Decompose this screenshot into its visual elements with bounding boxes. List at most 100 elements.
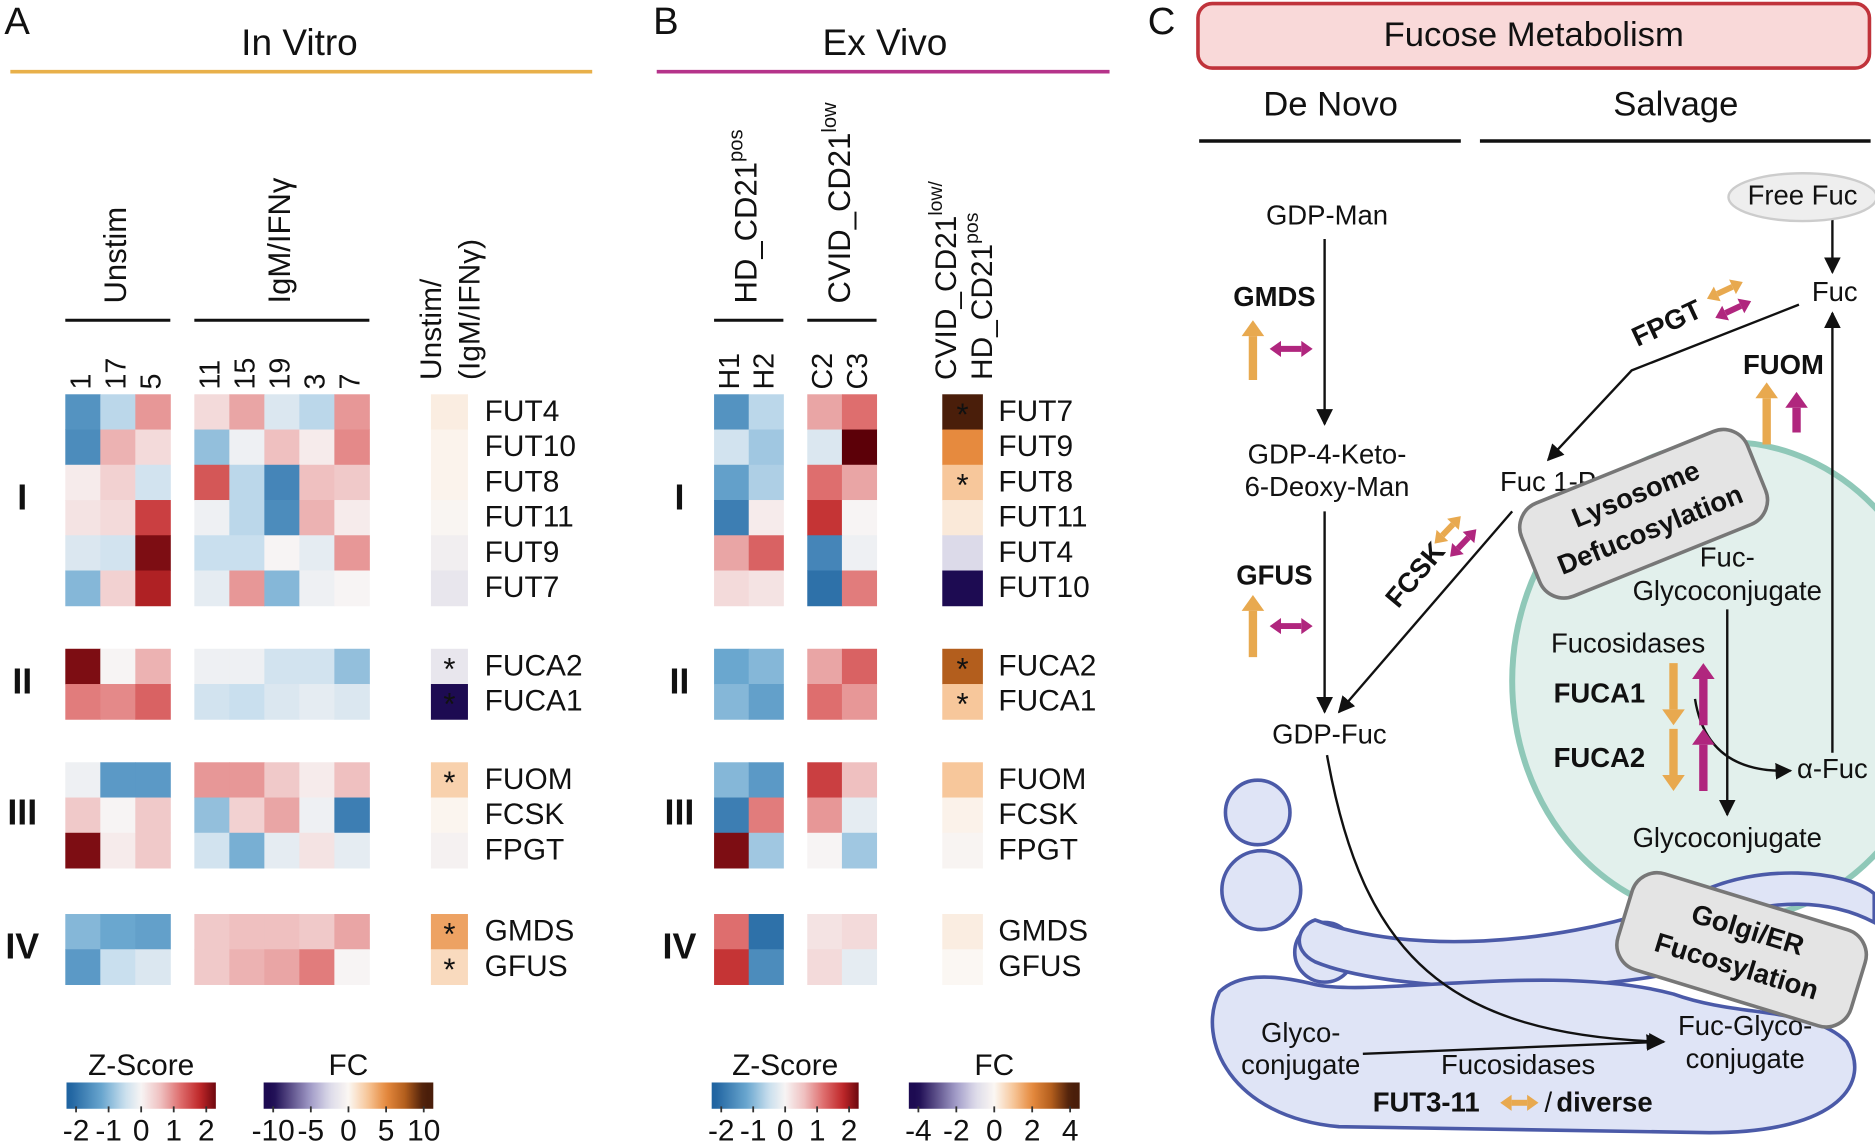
- heatmap-cell: [264, 684, 300, 720]
- heatmap-cell: [714, 429, 750, 466]
- fc-cell: [430, 832, 468, 869]
- heatmap-cell: [841, 914, 878, 950]
- heatmap-cell: [100, 500, 136, 536]
- heatmap-cell: [135, 570, 171, 607]
- enzyme-label: FUCA1: [1554, 678, 1646, 709]
- column-label: 17: [100, 358, 132, 390]
- heatmap-cell: [100, 832, 136, 869]
- reaction-arrow: [1337, 510, 1514, 714]
- group-label: Unstim: [98, 207, 133, 304]
- heatmap-cell: [299, 832, 335, 869]
- heatmap-cell: [194, 914, 230, 950]
- diagram-label: conjugate: [1686, 1043, 1805, 1074]
- gene-label: FUT9: [998, 430, 1073, 463]
- heatmap-cell: [714, 648, 750, 685]
- fc-cell: [430, 464, 468, 501]
- heatmap-cell: [334, 648, 370, 685]
- regulation-arrow: [1706, 279, 1743, 302]
- diagram-label: Glycoconjugate: [1633, 822, 1822, 853]
- gene-label: FUT8: [998, 465, 1073, 498]
- heatmap-cell: [65, 797, 101, 834]
- heatmap-cell: [229, 762, 265, 799]
- heatmap-cell: [299, 762, 335, 799]
- gene-label: FUT11: [998, 501, 1087, 534]
- heatmap-cell: [748, 949, 784, 985]
- regulation-arrow: [1715, 298, 1752, 321]
- reaction-arrow: [1693, 698, 1793, 780]
- heatmap-cell: [65, 832, 101, 869]
- vesicle: [1223, 778, 1292, 847]
- arrow-shaft: [1440, 522, 1456, 538]
- legend-tick-label: 2: [841, 1115, 858, 1147]
- gene-label: FUT4: [998, 536, 1073, 569]
- legend-tick-label: -4: [905, 1115, 932, 1147]
- fc-cell: [942, 797, 983, 834]
- gene-label: FUT9: [485, 536, 560, 569]
- pathway-label: Salvage: [1613, 85, 1738, 123]
- regulation-arrow: [1434, 516, 1461, 544]
- legend-tick-label: -2: [708, 1115, 735, 1147]
- gene-label: FUCA1: [485, 685, 583, 718]
- heatmap-cell: [194, 648, 230, 685]
- gene-label: FUT10: [998, 571, 1089, 604]
- arrow-head: [1301, 618, 1313, 635]
- heatmap-cell: [299, 949, 335, 985]
- arrow-head: [1447, 516, 1461, 530]
- heatmap-cell: [807, 570, 843, 607]
- heatmap-cell: [299, 500, 335, 536]
- enzyme-label: FPGT: [1627, 293, 1707, 352]
- heatmap-cell: [841, 394, 878, 431]
- enzyme-label: FUCA2: [1554, 742, 1646, 773]
- gene-label: FCSK: [998, 798, 1078, 831]
- heatmap-cell: [264, 464, 300, 501]
- heatmap-cell: [194, 464, 230, 501]
- heatmap-cell: [135, 464, 171, 501]
- fc-cell: [430, 914, 468, 950]
- column-label: 15: [229, 358, 261, 390]
- row-group-label: II: [12, 661, 32, 701]
- heatmap-cell: [807, 394, 843, 431]
- heatmap-cell: [748, 684, 784, 720]
- legend-tick-label: 1: [165, 1115, 182, 1147]
- heatmap-cell: [229, 684, 265, 720]
- heatmap-cell: [65, 464, 101, 501]
- legend-tick-label: 4: [1062, 1115, 1079, 1147]
- heatmap-cell: [714, 394, 750, 431]
- heatmap-cell: [748, 914, 784, 950]
- vesicle: [1220, 848, 1303, 932]
- heatmap-cell: [135, 394, 171, 431]
- arrow-head: [1755, 382, 1778, 399]
- heatmap-cell: [748, 464, 784, 501]
- heatmap-cell: [135, 797, 171, 834]
- column-label: H2: [749, 353, 781, 390]
- heatmap-cell: [194, 949, 230, 985]
- fc-label-main: HD_CD21: [966, 244, 999, 380]
- heatmap-cell: [807, 684, 843, 720]
- legend-bar: [711, 1082, 859, 1109]
- fc-cell: [942, 535, 983, 571]
- group-label: HD_CD21pos: [726, 129, 764, 303]
- heatmap-cell: [334, 535, 370, 571]
- heatmap-cell: [194, 570, 230, 607]
- heatmap-cell: [807, 429, 843, 466]
- diagram-label: Fucosidases: [1441, 1049, 1595, 1080]
- heatmap-cell: [748, 535, 784, 571]
- legend-tick-label: 0: [777, 1115, 794, 1147]
- heatmap-cell: [299, 394, 335, 431]
- fc-cell: [430, 949, 468, 985]
- heatmap-cell: [807, 464, 843, 501]
- heatmap-cell: [194, 832, 230, 869]
- pathway-label: De Novo: [1263, 85, 1398, 123]
- heatmap-cell: [334, 429, 370, 466]
- diagram-label: Fuc-: [1700, 541, 1755, 572]
- gene-label: FCSK: [485, 798, 565, 831]
- heatmap-cell: [65, 570, 101, 607]
- gene-label: FUT11: [485, 501, 574, 534]
- heatmap-cell: [65, 500, 101, 536]
- fc-label: CVID_CD21low/: [925, 181, 963, 380]
- title-box: [1196, 1, 1872, 70]
- arrow-head: [1692, 728, 1715, 745]
- arrow-head: [1715, 305, 1730, 321]
- heatmap-cell: [807, 648, 843, 685]
